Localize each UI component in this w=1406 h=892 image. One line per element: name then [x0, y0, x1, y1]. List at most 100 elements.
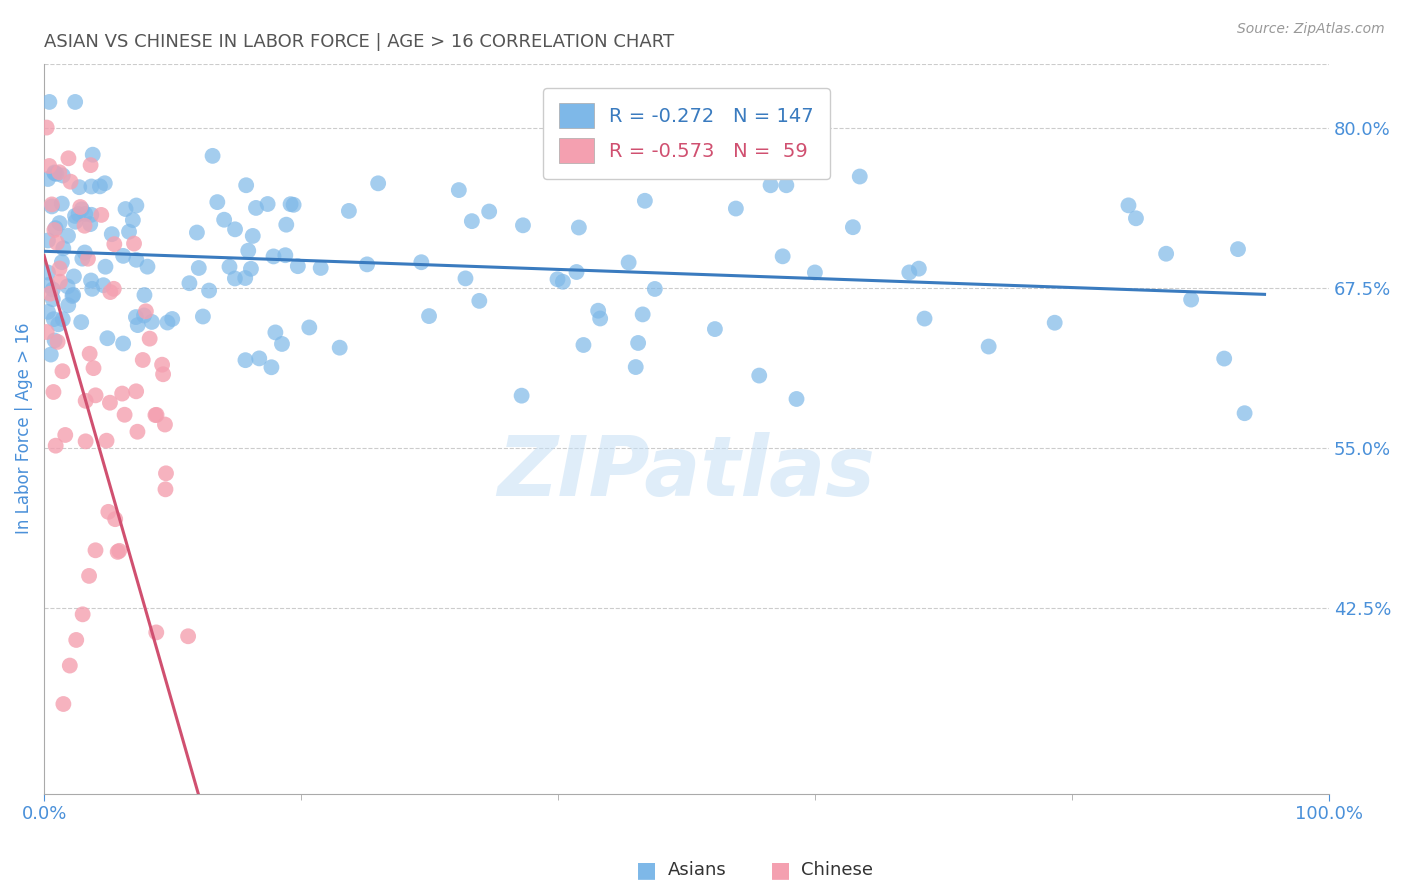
Point	[96, 331, 118, 345]
Point	[62, 289, 84, 303]
Point	[107, 545, 129, 559]
Point	[70, 315, 93, 329]
Point	[44, 334, 66, 348]
Point	[114, 202, 136, 216]
Point	[67, 207, 90, 221]
Point	[75, 393, 97, 408]
Point	[707, 128, 730, 143]
Point	[45, 221, 67, 235]
Point	[111, 386, 134, 401]
Point	[59, 175, 82, 189]
Point	[572, 338, 595, 352]
Point	[72, 607, 94, 622]
Point	[1227, 242, 1250, 256]
Text: ■: ■	[637, 860, 657, 880]
Point	[45, 167, 67, 181]
Point	[98, 285, 121, 299]
Point	[617, 255, 640, 269]
Point	[56, 228, 79, 243]
Point	[63, 269, 86, 284]
Point	[38, 95, 60, 109]
Point	[977, 339, 1000, 353]
Point	[177, 629, 200, 643]
Point	[135, 304, 157, 318]
Point	[145, 408, 167, 422]
Point	[35, 120, 58, 135]
Point	[79, 158, 101, 172]
Point	[260, 360, 283, 375]
Point	[724, 202, 747, 216]
Point	[65, 632, 87, 647]
Point	[84, 388, 107, 402]
Point	[125, 310, 148, 324]
Point	[153, 417, 176, 432]
Point	[418, 309, 440, 323]
Point	[565, 265, 588, 279]
Point	[568, 220, 591, 235]
Point	[39, 347, 62, 361]
Point	[186, 226, 208, 240]
Point	[127, 318, 149, 332]
Point	[98, 395, 121, 409]
Point	[79, 347, 101, 361]
Point	[44, 223, 66, 237]
Point	[468, 293, 491, 308]
Point	[551, 275, 574, 289]
Point	[586, 303, 609, 318]
Point	[58, 151, 80, 165]
Point	[624, 359, 647, 374]
Point	[155, 483, 177, 497]
Point	[38, 159, 60, 173]
Point	[152, 368, 174, 382]
Text: ZIPatlas: ZIPatlas	[498, 432, 876, 513]
Point	[775, 178, 797, 193]
Point	[73, 219, 96, 233]
Point	[547, 272, 569, 286]
Point	[191, 310, 214, 324]
Point	[287, 259, 309, 273]
Point	[42, 312, 65, 326]
Point	[1125, 211, 1147, 226]
Point	[367, 177, 389, 191]
Point	[96, 434, 118, 448]
Point	[56, 279, 79, 293]
Point	[42, 292, 65, 306]
Point	[356, 257, 378, 271]
Point	[187, 260, 209, 275]
Point	[35, 325, 58, 339]
Point	[842, 220, 865, 235]
Point	[141, 315, 163, 329]
Point	[1180, 293, 1202, 307]
Point	[80, 273, 103, 287]
Point	[908, 261, 931, 276]
Point	[89, 179, 111, 194]
Point	[82, 282, 104, 296]
Point	[132, 353, 155, 368]
Point	[271, 337, 294, 351]
Point	[83, 361, 105, 376]
Point	[122, 236, 145, 251]
Point	[247, 351, 270, 366]
Point	[1043, 316, 1066, 330]
Point	[138, 332, 160, 346]
Point	[51, 364, 73, 378]
Point	[280, 197, 302, 211]
Point	[224, 222, 246, 236]
Point	[112, 336, 135, 351]
Point	[337, 203, 360, 218]
Point	[103, 282, 125, 296]
Point	[329, 341, 352, 355]
Point	[510, 389, 533, 403]
Point	[263, 249, 285, 263]
Point	[39, 286, 62, 301]
Point	[37, 266, 59, 280]
Point	[634, 194, 657, 208]
Point	[298, 320, 321, 334]
Point	[512, 219, 534, 233]
Point	[245, 201, 267, 215]
Point	[104, 512, 127, 526]
Point	[48, 165, 70, 179]
Point	[77, 252, 100, 266]
Point	[218, 260, 240, 274]
Point	[46, 334, 69, 349]
